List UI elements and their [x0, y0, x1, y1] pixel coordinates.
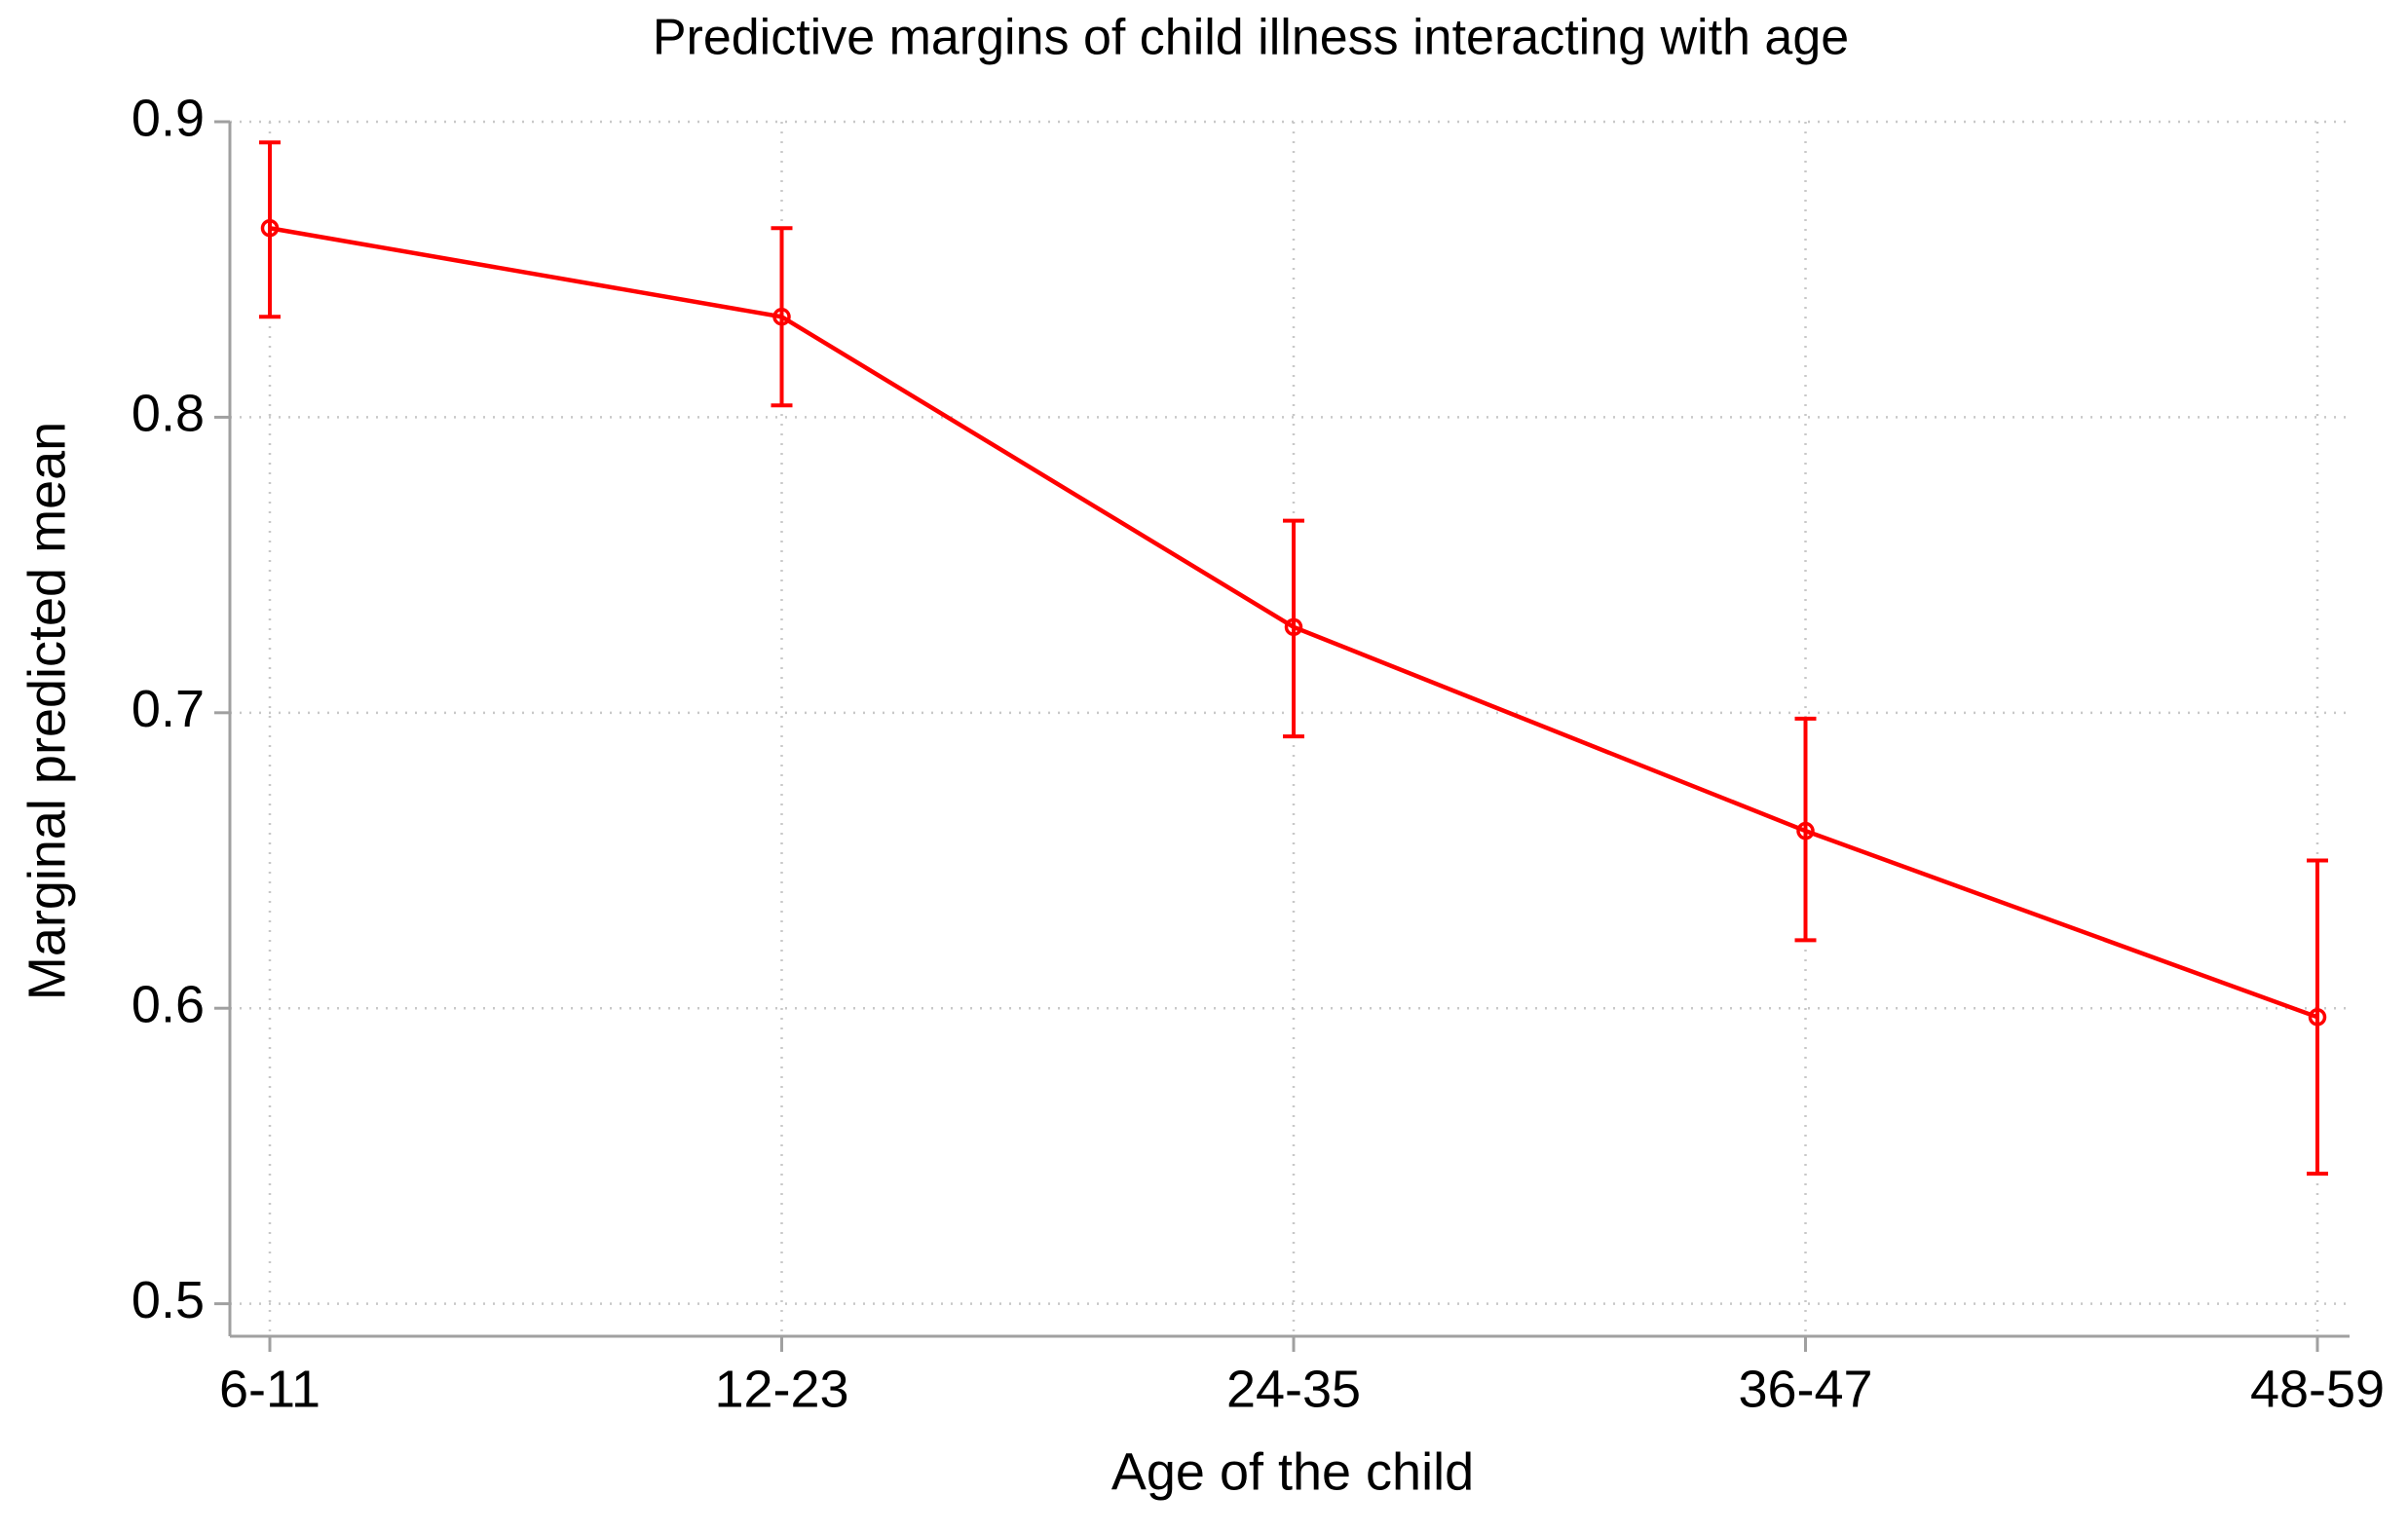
y-tick-label: 0.5 [132, 1271, 205, 1329]
x-tick-label: 24-35 [1226, 1360, 1361, 1418]
x-tick-label: 6-11 [219, 1360, 320, 1418]
y-tick-label: 0.6 [132, 975, 205, 1033]
x-tick-label: 36-47 [1738, 1360, 1872, 1418]
point [772, 307, 791, 326]
point [1796, 821, 1815, 841]
y-tick-label: 0.9 [132, 89, 205, 147]
point [2308, 1008, 2327, 1027]
y-tick-label: 0.7 [132, 680, 205, 738]
x-tick-label: 48-59 [2250, 1360, 2385, 1418]
y-axis-label: Marginal predicted mean [18, 422, 76, 1000]
point [260, 218, 280, 238]
point [1284, 617, 1303, 637]
chart-title: Predictive margins of child illness inte… [653, 10, 1849, 66]
y-tick-label: 0.8 [132, 385, 205, 443]
series-line [269, 226, 2318, 1020]
x-tick-label: 12-23 [714, 1360, 848, 1418]
x-axis-label: Age of the child [1111, 1442, 1474, 1501]
